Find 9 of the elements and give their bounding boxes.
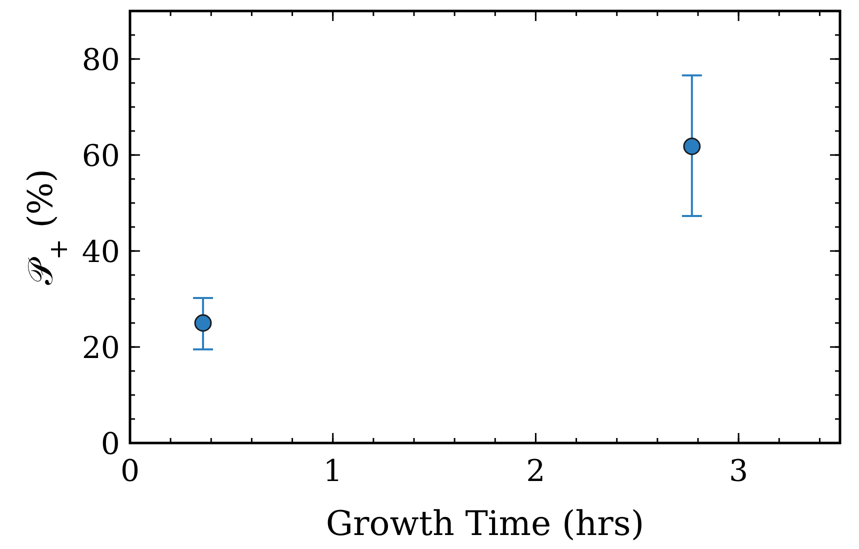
x-tick-label: 3 [729, 454, 748, 489]
y-tick-label: 0 [100, 427, 120, 462]
x-tick-label: 2 [526, 454, 546, 489]
y-tick-label: 60 [82, 139, 120, 174]
y-tick-label: 80 [82, 43, 120, 78]
x-tick-label: 1 [323, 454, 342, 489]
y-tick-label: 40 [82, 235, 120, 270]
x-axis-title: Growth Time (hrs) [326, 504, 644, 544]
y-tick-label: 20 [82, 331, 120, 366]
